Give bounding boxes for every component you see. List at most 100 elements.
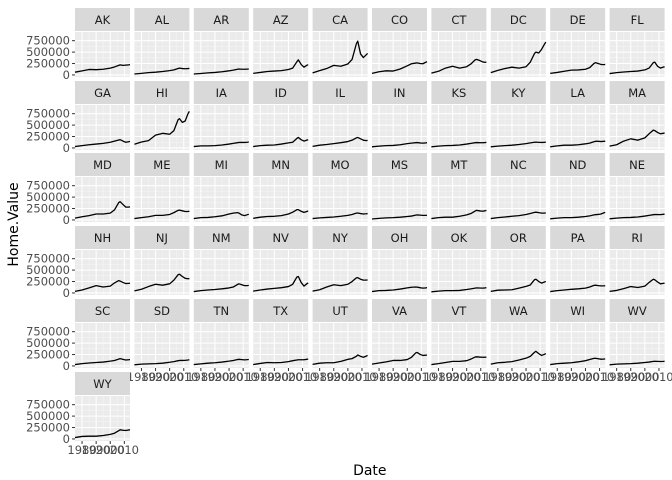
facet-strip-label: MT — [450, 158, 468, 172]
facet-strip — [490, 299, 546, 322]
series-line-de — [550, 61, 606, 74]
series-line-sc — [74, 357, 131, 366]
facet-panel-fl: FL — [609, 8, 665, 77]
x-tick-label: 2010 — [466, 370, 495, 384]
x-tick-label: 2000 — [155, 370, 184, 384]
facet-strip — [312, 8, 368, 31]
x-tick-label: 1980 — [67, 443, 96, 457]
facet-strip — [75, 299, 130, 322]
facet-panel-or: OR — [490, 226, 547, 295]
series-line-co — [371, 61, 428, 74]
series-line-vt — [431, 356, 487, 366]
y-tick-label: 0 — [63, 213, 70, 227]
series-line-ny — [312, 276, 368, 292]
y-tick-label: 250000 — [26, 275, 70, 289]
x-tick-label: 1980 — [246, 370, 275, 384]
y-tick-label: 0 — [63, 432, 70, 446]
facet-strip — [75, 8, 130, 31]
x-tick-label: 1990 — [379, 370, 408, 384]
facet-panel-dc: DC — [490, 8, 547, 77]
series-line-wv — [609, 360, 665, 366]
facet-strip-label: WA — [509, 304, 528, 318]
y-tick-label: 500000 — [26, 409, 70, 423]
panel-background — [550, 105, 606, 150]
panel-background — [253, 105, 309, 150]
x-tick-label: 2000 — [571, 370, 600, 384]
series-line-nc — [490, 211, 546, 220]
facet-panel-ri: RI — [609, 226, 665, 295]
panel-background — [372, 32, 427, 77]
series-line-ri — [609, 278, 665, 292]
facet-panel-id: ID — [253, 81, 309, 150]
facet-strip-label: AR — [213, 13, 229, 27]
facet-strip-label: DE — [570, 13, 586, 27]
x-tick-label: 2010 — [288, 370, 317, 384]
facet-panel-co: CO — [371, 8, 428, 77]
y-tick-label: 750000 — [26, 34, 70, 48]
facet-strip-label: TN — [212, 304, 229, 318]
series-line-mi — [193, 211, 250, 220]
series-line-nm — [193, 283, 249, 293]
facet-panel-oh: OH — [371, 226, 428, 295]
facet-strip — [550, 81, 606, 104]
x-tick-label: 1980 — [483, 370, 512, 384]
facet-strip-label: NH — [94, 231, 111, 245]
facet-strip — [312, 299, 368, 322]
y-axis-title: Home.Value — [6, 182, 22, 266]
y-tick-label: 250000 — [26, 130, 70, 144]
y-tick-label: 0 — [63, 68, 70, 82]
facet-strip — [490, 153, 546, 176]
facet-panel-mo: MO — [312, 153, 368, 222]
x-tick-label: 1980 — [186, 370, 215, 384]
facet-panel-al: AL — [134, 8, 190, 77]
facet-panel-hi: HI — [134, 81, 190, 150]
series-line-mt — [431, 209, 487, 220]
facet-strip — [75, 153, 130, 176]
panel-background — [550, 177, 606, 222]
panel-background — [134, 32, 190, 77]
facet-panel-ks: KS — [431, 81, 487, 150]
facet-panel-ky: KY — [490, 81, 546, 150]
facet-strip — [134, 153, 190, 176]
x-tick-label: 2010 — [526, 370, 555, 384]
series-line-nh — [74, 279, 131, 292]
facet-strip — [431, 226, 487, 249]
panel-background — [134, 323, 190, 368]
facet-strip-label: MD — [93, 158, 112, 172]
facet-strip — [431, 8, 487, 31]
x-tick-label: 1990 — [82, 443, 111, 457]
panel-background — [609, 177, 665, 222]
facet-strip-label: NV — [272, 231, 289, 245]
y-tick-label: 250000 — [26, 57, 70, 71]
facet-strip — [490, 81, 546, 104]
series-line-tx — [253, 358, 309, 366]
panel-background — [550, 323, 606, 368]
series-line-me — [134, 209, 190, 220]
facet-strip-label: MN — [271, 158, 290, 172]
facet-panel-mn: MN — [253, 153, 309, 222]
series-line-ok — [431, 287, 487, 293]
facet-strip-label: DC — [510, 13, 527, 27]
x-axis-title: Date — [353, 463, 386, 479]
facet-panel-mt: MT — [431, 153, 487, 222]
facet-strip-label: OR — [510, 231, 527, 245]
x-tick-label: 2010 — [169, 370, 198, 384]
y-tick-label: 500000 — [26, 190, 70, 204]
facet-strip — [431, 81, 487, 104]
facet-strip-label: KY — [511, 86, 526, 100]
x-tick-label: 1980 — [305, 370, 334, 384]
facet-panel-ny: NY — [312, 226, 368, 295]
facet-strip — [253, 226, 309, 249]
panel-background — [193, 177, 249, 222]
series-line-oh — [371, 286, 428, 293]
series-line-dc — [490, 41, 547, 74]
y-tick-label: 0 — [63, 141, 70, 155]
x-tick-label: 1990 — [200, 370, 229, 384]
